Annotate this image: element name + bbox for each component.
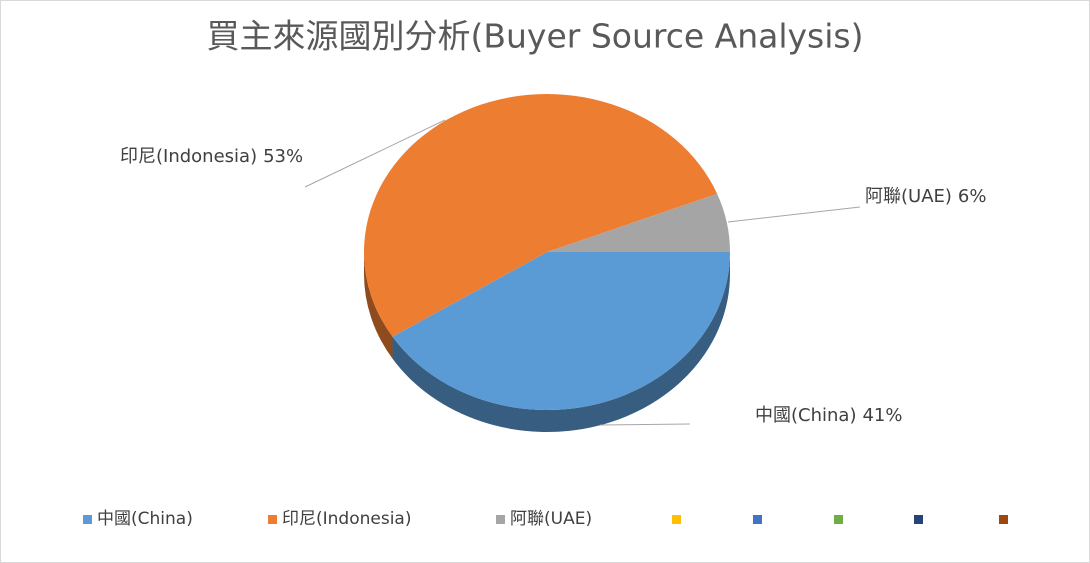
data-label-category: 中國(China) bbox=[755, 405, 856, 426]
data-label: 阿聯(UAE) 6% bbox=[865, 186, 986, 207]
pie-slice bbox=[547, 193, 730, 252]
pie-side bbox=[364, 252, 393, 359]
legend-label: 印尼(Indonesia) bbox=[282, 509, 411, 529]
chart-title: 買主來源國別分析(Buyer Source Analysis) bbox=[207, 17, 864, 56]
legend-swatch bbox=[268, 515, 277, 524]
data-label: 中國(China) 41% bbox=[755, 405, 902, 426]
leader-line bbox=[304, 119, 446, 188]
legend-swatch bbox=[999, 515, 1008, 524]
data-label-category: 印尼(Indonesia) bbox=[120, 146, 257, 167]
legend-swatch bbox=[496, 515, 505, 524]
legend-swatch bbox=[753, 515, 762, 524]
leader-line bbox=[599, 423, 691, 426]
pie-side bbox=[392, 252, 730, 432]
legend-label: 中國(China) bbox=[97, 509, 193, 529]
legend-swatch bbox=[83, 515, 92, 524]
data-label: 印尼(Indonesia) 53% bbox=[120, 146, 303, 167]
data-label-category: 阿聯(UAE) bbox=[865, 186, 952, 207]
pie-slice bbox=[364, 94, 718, 337]
leader-line bbox=[727, 206, 861, 223]
pie-slice bbox=[392, 252, 730, 411]
legend-swatch bbox=[834, 515, 843, 524]
data-label-value: 53% bbox=[263, 146, 303, 167]
legend-label: 阿聯(UAE) bbox=[510, 509, 592, 529]
legend-swatch bbox=[672, 515, 681, 524]
data-label-value: 6% bbox=[958, 186, 987, 207]
legend-swatch bbox=[914, 515, 923, 524]
data-label-value: 41% bbox=[862, 405, 902, 426]
